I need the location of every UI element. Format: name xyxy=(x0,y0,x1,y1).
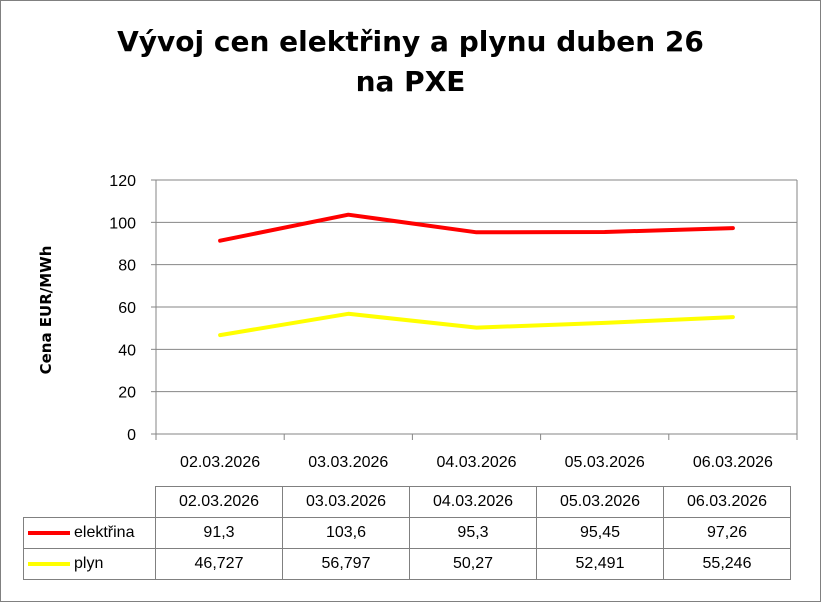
chart-title-line-1: Vývoj cen elektřiny a plynu duben 26 xyxy=(117,25,704,58)
data-table-cell: 103,6 xyxy=(282,517,410,549)
legend-entry-plyn: plyn xyxy=(23,548,156,580)
data-table-header-cell: 06.03.2026 xyxy=(663,486,791,518)
y-tick-label: 40 xyxy=(118,342,136,359)
data-table-cell: 56,797 xyxy=(282,548,410,580)
data-table-cell: 46,727 xyxy=(155,548,283,580)
y-tick-label: 100 xyxy=(109,215,136,232)
series-line-plyn xyxy=(218,311,735,338)
x-tick-label: 03.03.2026 xyxy=(308,454,388,471)
data-table-corner xyxy=(23,486,156,518)
legend-label: elektřina xyxy=(74,524,135,541)
data-table-header-cell: 02.03.2026 xyxy=(155,486,283,518)
x-tick-label: 04.03.2026 xyxy=(436,454,516,471)
y-tick-label: 0 xyxy=(127,427,136,444)
x-tick-label: 06.03.2026 xyxy=(693,454,773,471)
legend-label: plyn xyxy=(74,555,104,572)
series-line-elektrina xyxy=(218,212,735,243)
data-table-row-elektrina: elektřina 91,3 103,6 95,3 95,45 97,26 xyxy=(23,517,791,549)
y-tick-label: 20 xyxy=(118,385,136,402)
data-table-cell: 91,3 xyxy=(155,517,283,549)
data-table-header-cell: 04.03.2026 xyxy=(409,486,537,518)
data-table-cell: 50,27 xyxy=(409,548,537,580)
data-table-cell: 95,45 xyxy=(536,517,664,549)
y-tick-label: 60 xyxy=(118,300,136,317)
y-tick-label: 120 xyxy=(109,173,136,190)
data-table-cell: 55,246 xyxy=(663,548,791,580)
data-table-cell: 97,26 xyxy=(663,517,791,549)
data-table-header-cell: 03.03.2026 xyxy=(282,486,410,518)
chart-title-line-2: na PXE xyxy=(355,65,466,98)
data-table-header-cell: 05.03.2026 xyxy=(536,486,664,518)
data-table: 02.03.2026 03.03.2026 04.03.2026 05.03.2… xyxy=(23,486,791,580)
x-tick-label: 05.03.2026 xyxy=(565,454,645,471)
data-table-cell: 52,491 xyxy=(536,548,664,580)
legend-entry-elektrina: elektřina xyxy=(23,517,156,549)
data-table-header-row: 02.03.2026 03.03.2026 04.03.2026 05.03.2… xyxy=(23,486,791,518)
chart-title: Vývoj cen elektřiny a plynu duben 26 na … xyxy=(0,22,821,102)
data-table-row-plyn: plyn 46,727 56,797 50,27 52,491 55,246 xyxy=(23,548,791,580)
legend-swatch-yellow-line xyxy=(28,561,70,566)
y-tick-label: 80 xyxy=(118,258,136,275)
legend-swatch-red-line xyxy=(28,530,70,535)
x-tick-label: 02.03.2026 xyxy=(180,454,260,471)
data-table-cell: 95,3 xyxy=(409,517,537,549)
